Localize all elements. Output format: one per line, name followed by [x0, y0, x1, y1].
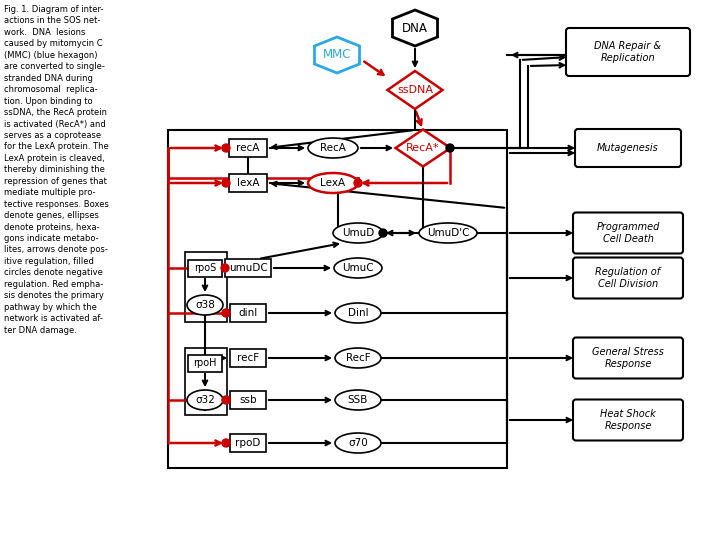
- FancyBboxPatch shape: [230, 349, 266, 367]
- Circle shape: [222, 439, 230, 447]
- Text: MMC: MMC: [323, 49, 351, 62]
- Ellipse shape: [335, 348, 381, 368]
- FancyBboxPatch shape: [230, 304, 266, 322]
- Text: Regulation of
Cell Division: Regulation of Cell Division: [595, 267, 660, 289]
- Text: umuDC: umuDC: [229, 263, 267, 273]
- FancyBboxPatch shape: [188, 354, 222, 372]
- Text: RecA: RecA: [320, 143, 346, 153]
- FancyBboxPatch shape: [225, 259, 271, 277]
- FancyBboxPatch shape: [573, 338, 683, 379]
- Polygon shape: [395, 130, 451, 166]
- Ellipse shape: [334, 258, 382, 278]
- Text: Fig. 1. Diagram of inter-
actions in the SOS net-
work.  DNA  lesions
caused by : Fig. 1. Diagram of inter- actions in the…: [4, 5, 109, 335]
- Circle shape: [221, 264, 229, 272]
- Ellipse shape: [335, 390, 381, 410]
- Text: SSB: SSB: [348, 395, 368, 405]
- Text: lexA: lexA: [237, 178, 259, 188]
- FancyBboxPatch shape: [188, 260, 222, 276]
- Bar: [168, 130, 507, 468]
- FancyBboxPatch shape: [573, 213, 683, 253]
- Text: RecF: RecF: [346, 353, 370, 363]
- Text: recA: recA: [236, 143, 260, 153]
- Text: rpoS: rpoS: [194, 263, 216, 273]
- FancyBboxPatch shape: [573, 400, 683, 441]
- Ellipse shape: [335, 303, 381, 323]
- FancyBboxPatch shape: [230, 434, 266, 452]
- Text: UmuD: UmuD: [342, 228, 374, 238]
- Text: ssb: ssb: [239, 395, 257, 405]
- Text: DNA: DNA: [402, 22, 428, 35]
- Text: rpoH: rpoH: [193, 358, 217, 368]
- FancyBboxPatch shape: [573, 258, 683, 299]
- Polygon shape: [387, 71, 443, 109]
- Text: Mutagenesis: Mutagenesis: [597, 143, 659, 153]
- FancyBboxPatch shape: [575, 129, 681, 167]
- Text: ssDNA: ssDNA: [397, 85, 433, 95]
- Text: σ38: σ38: [195, 300, 215, 310]
- Text: σ70: σ70: [348, 438, 368, 448]
- Ellipse shape: [419, 223, 477, 243]
- Ellipse shape: [187, 295, 223, 315]
- Ellipse shape: [308, 138, 358, 158]
- Text: DinI: DinI: [348, 308, 369, 318]
- Circle shape: [354, 179, 362, 187]
- Polygon shape: [315, 37, 359, 73]
- Ellipse shape: [308, 173, 358, 193]
- Circle shape: [222, 309, 230, 317]
- Ellipse shape: [187, 390, 223, 410]
- Circle shape: [222, 396, 230, 404]
- Text: RecA*: RecA*: [406, 143, 440, 153]
- FancyBboxPatch shape: [229, 139, 267, 157]
- Circle shape: [446, 144, 454, 152]
- Ellipse shape: [333, 223, 383, 243]
- Text: DNA Repair &
Replication: DNA Repair & Replication: [595, 41, 662, 63]
- FancyBboxPatch shape: [230, 391, 266, 409]
- Ellipse shape: [335, 433, 381, 453]
- Bar: [185, 252, 227, 322]
- Text: General Stress
Response: General Stress Response: [592, 347, 664, 369]
- Text: dinI: dinI: [238, 308, 258, 318]
- Text: Heat Shock
Response: Heat Shock Response: [600, 409, 656, 431]
- Bar: [185, 348, 227, 415]
- Text: σ32: σ32: [195, 395, 215, 405]
- Text: recF: recF: [237, 353, 259, 363]
- Circle shape: [379, 229, 387, 237]
- FancyBboxPatch shape: [566, 28, 690, 76]
- Polygon shape: [392, 10, 438, 46]
- Circle shape: [222, 179, 230, 187]
- Text: rpoD: rpoD: [235, 438, 261, 448]
- Text: UmuD'C: UmuD'C: [427, 228, 469, 238]
- Text: Programmed
Cell Death: Programmed Cell Death: [596, 222, 660, 244]
- FancyBboxPatch shape: [229, 174, 267, 192]
- Text: LexA: LexA: [320, 178, 346, 188]
- Text: UmuC: UmuC: [342, 263, 374, 273]
- Circle shape: [222, 144, 230, 152]
